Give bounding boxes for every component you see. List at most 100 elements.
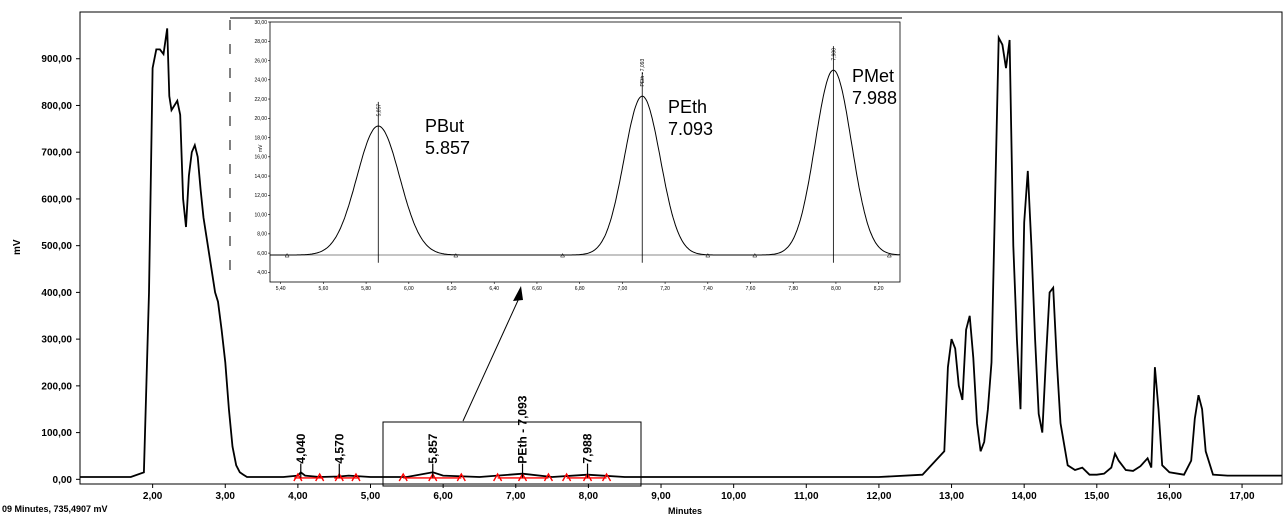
y-tick-label: 500,00 <box>41 241 72 252</box>
inset-x-tick-label: 6,80 <box>575 286 585 292</box>
peak-label: PEth - 7,093 <box>516 395 530 463</box>
integration-caret <box>543 472 554 482</box>
peak-label: 4,570 <box>332 433 346 463</box>
inset-peak-tick-label: 7,988 <box>831 48 837 61</box>
y-axis: 0,00 100,00 200,00 300,00 400,00 500,00 600,00… <box>41 54 80 486</box>
x-tick-label: 13,00 <box>939 491 964 502</box>
y-tick-label: 800,00 <box>41 101 72 112</box>
inset-baseline-marker <box>752 253 758 258</box>
inset-baseline-marker <box>886 253 892 258</box>
inset-y-tick-label: 4,00 <box>257 270 267 276</box>
inset-label-pmet-rt: 7.988 <box>852 88 897 108</box>
integration-caret <box>493 472 503 482</box>
inset-x-tick-label: 5,60 <box>319 286 329 292</box>
y-tick-label: 200,00 <box>41 381 72 392</box>
y-tick-label: 900,00 <box>41 54 72 65</box>
inset-x-tick-label: 8,00 <box>831 286 841 292</box>
inset-frame <box>269 21 901 283</box>
inset-x-tick-label: 7,40 <box>703 286 713 292</box>
inset-y-tick-label: 18,00 <box>254 135 267 141</box>
integration-caret <box>315 472 325 482</box>
inset-background <box>230 18 902 286</box>
inset-x-tick-label: 8,20 <box>874 286 884 292</box>
peak-label: 4,040 <box>294 433 308 463</box>
inset-baseline-marker <box>284 253 290 258</box>
peak-label: 7,988 <box>581 433 595 463</box>
x-tick-label: 11,00 <box>794 491 819 502</box>
inset-y-tick-label: 24,00 <box>254 78 267 84</box>
inset-y-tick-label: 14,00 <box>254 174 267 180</box>
x-tick-label: 6,00 <box>433 491 453 502</box>
x-tick-label: 10,00 <box>721 491 746 502</box>
inset-baseline-marker <box>453 253 459 258</box>
inset-baseline-marker <box>705 253 711 258</box>
inset-label-pbut-rt: 5.857 <box>425 138 470 158</box>
inset-peak-tick-label: 5,857 <box>376 104 382 117</box>
x-tick-label: 7,00 <box>506 491 526 502</box>
inset-y-tick-label: 6,00 <box>257 251 267 257</box>
inset-x-tick-label: 6,00 <box>404 286 414 292</box>
y-axis-label: mV <box>12 239 23 255</box>
integration-caret <box>601 472 612 482</box>
inset-x-tick-label: 6,40 <box>489 286 499 292</box>
inset-baseline-marker <box>560 253 566 258</box>
peak-annotations: 4,040 4,570 5,857 PEth - 7,093 7,988 <box>294 395 595 478</box>
inset-x-tick-label: 7,20 <box>660 286 670 292</box>
inset-y-tick-label: 8,00 <box>257 232 267 238</box>
y-tick-label: 400,00 <box>41 288 72 299</box>
integration-caret <box>456 472 466 482</box>
x-axis-label: Minutes <box>668 506 702 516</box>
inset-x-tick-label: 7,60 <box>746 286 756 292</box>
x-tick-label: 5,00 <box>361 491 381 502</box>
inset-x-tick-label: 5,40 <box>276 286 286 292</box>
inset-x-tick-label: 6,20 <box>447 286 457 292</box>
x-tick-label: 4,00 <box>288 491 308 502</box>
peak-label: 5,857 <box>426 433 440 463</box>
x-axis: 2,00 3,00 4,00 5,00 6,00 7,00 8,00 9,00 10,00 11,… <box>143 484 1255 502</box>
inset-label-peth-rt: 7.093 <box>668 119 713 139</box>
inset-y-axis: 4,00 6,00 8,00 10,00 12,00 14,00 16,00 18,00 20,… <box>254 20 270 276</box>
x-tick-label: 8,00 <box>579 491 599 502</box>
status-readout: 09 Minutes, 735,4907 mV <box>2 504 108 514</box>
integration-caret <box>562 472 572 482</box>
x-tick-label: 14,00 <box>1012 491 1037 502</box>
inset-label-pbut-name: PBut <box>425 116 464 136</box>
inset-y-tick-label: 16,00 <box>254 155 267 161</box>
integration-caret <box>351 472 361 482</box>
inset-y-axis-label: mV <box>258 144 264 152</box>
y-tick-label: 700,00 <box>41 148 72 159</box>
inset-x-axis: 5,40 5,60 5,80 6,00 6,20 6,40 6,60 6,80 7,00 7,20… <box>276 282 884 292</box>
inset-label-pmet-name: PMet <box>852 66 894 86</box>
x-tick-label: 17,00 <box>1230 491 1255 502</box>
x-tick-label: 9,00 <box>651 491 671 502</box>
x-tick-label: 12,00 <box>866 491 891 502</box>
inset-trace <box>270 69 900 256</box>
inset-x-tick-label: 7,80 <box>788 286 798 292</box>
inset-y-tick-label: 30,00 <box>254 20 267 26</box>
chromatogram-trace <box>80 28 1282 478</box>
inset-y-tick-label: 20,00 <box>254 116 267 122</box>
inset-x-tick-label: 7,00 <box>618 286 628 292</box>
integration-marks <box>293 472 612 482</box>
inset-y-tick-label: 28,00 <box>254 39 267 45</box>
zoom-arrow-head <box>513 286 523 301</box>
integration-caret <box>398 472 408 482</box>
integration-caret <box>293 472 303 482</box>
x-tick-label: 3,00 <box>216 491 236 502</box>
y-tick-label: 300,00 <box>41 335 72 346</box>
inset-x-tick-label: 5,80 <box>361 286 371 292</box>
x-tick-label: 15,00 <box>1084 491 1109 502</box>
y-tick-label: 600,00 <box>41 194 72 205</box>
inset-y-tick-label: 26,00 <box>254 58 267 64</box>
inset-y-tick-label: 22,00 <box>254 97 267 103</box>
zoom-region-box <box>382 421 642 487</box>
inset-peak-tick-label: PEth - 7,093 <box>640 59 646 87</box>
x-tick-label: 16,00 <box>1157 491 1182 502</box>
x-tick-label: 2,00 <box>143 491 163 502</box>
inset-label-peth-name: PEth <box>668 97 707 117</box>
inset-y-tick-label: 12,00 <box>254 193 267 199</box>
inset-chart: 4,00 6,00 8,00 10,00 12,00 14,00 16,00 18,00 20,… <box>229 17 902 292</box>
inset-x-tick-label: 6,60 <box>532 286 542 292</box>
y-tick-label: 100,00 <box>41 428 72 439</box>
